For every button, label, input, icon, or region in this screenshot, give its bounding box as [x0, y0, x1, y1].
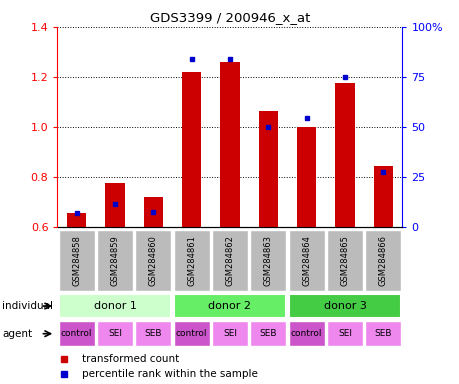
Text: donor 3: donor 3: [323, 301, 366, 311]
Bar: [97, 321, 133, 346]
Text: SEB: SEB: [144, 329, 162, 338]
Bar: [297, 127, 316, 227]
Bar: [105, 183, 124, 227]
Bar: [326, 230, 362, 291]
Text: GSM284864: GSM284864: [302, 235, 310, 286]
Text: SEI: SEI: [337, 329, 351, 338]
Bar: [364, 321, 400, 346]
Title: GDS3399 / 200946_x_at: GDS3399 / 200946_x_at: [150, 11, 309, 24]
Text: GSM284858: GSM284858: [72, 235, 81, 286]
Bar: [135, 230, 171, 291]
Bar: [174, 294, 285, 318]
Bar: [212, 230, 247, 291]
Bar: [288, 294, 400, 318]
Text: transformed count: transformed count: [82, 354, 179, 364]
Text: GSM284866: GSM284866: [378, 235, 387, 286]
Bar: [258, 111, 277, 227]
Text: individual: individual: [2, 301, 53, 311]
Text: SEB: SEB: [374, 329, 391, 338]
Text: GSM284861: GSM284861: [187, 235, 196, 286]
Bar: [182, 72, 201, 227]
Bar: [135, 321, 171, 346]
Text: GSM284859: GSM284859: [110, 235, 119, 286]
Text: GSM284863: GSM284863: [263, 235, 272, 286]
Bar: [250, 321, 285, 346]
Text: SEI: SEI: [223, 329, 236, 338]
Bar: [220, 62, 239, 227]
Bar: [59, 294, 171, 318]
Bar: [67, 213, 86, 227]
Text: control: control: [175, 329, 207, 338]
Bar: [250, 230, 285, 291]
Bar: [143, 197, 162, 227]
Bar: [173, 321, 209, 346]
Text: percentile rank within the sample: percentile rank within the sample: [82, 369, 257, 379]
Text: donor 1: donor 1: [93, 301, 136, 311]
Bar: [59, 321, 95, 346]
Bar: [364, 230, 400, 291]
Text: control: control: [290, 329, 322, 338]
Bar: [373, 166, 392, 227]
Bar: [288, 321, 324, 346]
Text: GSM284860: GSM284860: [149, 235, 157, 286]
Text: control: control: [61, 329, 92, 338]
Text: donor 2: donor 2: [208, 301, 251, 311]
Bar: [59, 230, 95, 291]
Bar: [97, 230, 133, 291]
Text: agent: agent: [2, 329, 32, 339]
Bar: [212, 321, 247, 346]
Text: GSM284865: GSM284865: [340, 235, 349, 286]
Bar: [173, 230, 209, 291]
Bar: [288, 230, 324, 291]
Text: GSM284862: GSM284862: [225, 235, 234, 286]
Text: SEI: SEI: [108, 329, 122, 338]
Bar: [326, 321, 362, 346]
Text: SEB: SEB: [259, 329, 276, 338]
Bar: [335, 83, 354, 227]
